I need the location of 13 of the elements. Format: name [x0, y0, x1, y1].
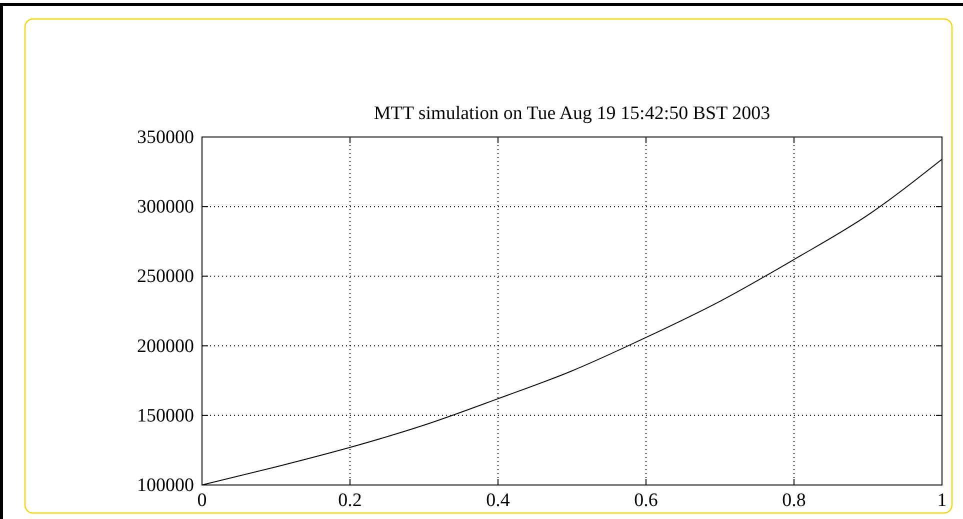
x-tick-label: 0.8	[782, 490, 806, 511]
x-tick-label: 0.2	[338, 490, 362, 511]
x-tick-label: 0.6	[634, 490, 658, 511]
x-tick-label: 1	[937, 490, 947, 511]
y-tick-label: 100000	[137, 475, 194, 496]
x-tick-label: 0.4	[486, 490, 510, 511]
x-tick-label: 0	[197, 490, 207, 511]
y-tick-label: 250000	[137, 266, 194, 288]
chart-title: MTT simulation on Tue Aug 19 15:42:50 BST 2003	[374, 103, 770, 124]
y-tick-label: 200000	[137, 336, 194, 357]
y-tick-label: 300000	[137, 196, 194, 218]
y-tick-label: 150000	[137, 405, 194, 426]
y-tick-label: 350000	[137, 127, 194, 148]
